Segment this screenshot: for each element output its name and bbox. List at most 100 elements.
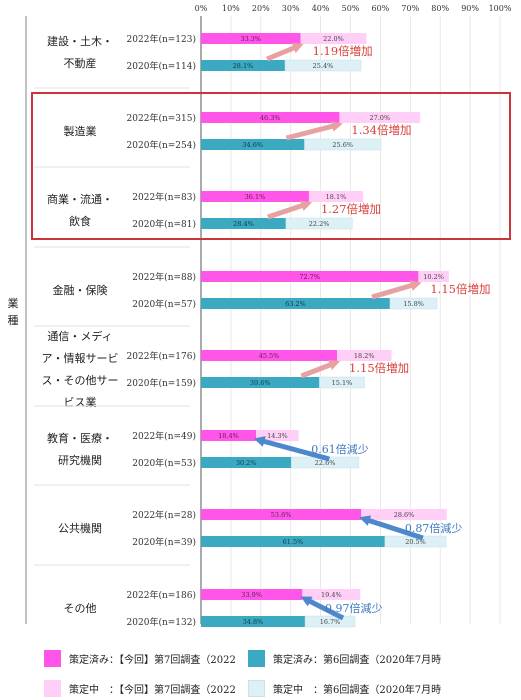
legend-label-done-2022: 策定済み：【今回】第7回調査（2022	[69, 655, 236, 666]
bar-plan-value: 28.6%	[394, 511, 415, 519]
industry-name: ア・情報サービ	[42, 352, 119, 365]
bar-plan-value: 22.6%	[315, 459, 336, 467]
legend-item-plan-2020: 策定中 ：第6回調査（2020年7月時	[248, 680, 441, 697]
bar-plan	[339, 112, 421, 123]
bar-done-value: 33.9%	[241, 591, 262, 599]
row-label: 2020年(n=159)	[127, 377, 196, 389]
bar-done	[201, 350, 338, 361]
bar-done-value: 45.5%	[259, 352, 280, 360]
change-annotation: 0.87倍減少	[405, 521, 463, 535]
industry-name: 製造業	[64, 124, 97, 138]
change-annotation: 0.97倍減少	[325, 601, 383, 615]
bar-done-value: 33.3%	[240, 35, 261, 43]
change-annotation: 1.15倍増加	[430, 282, 490, 296]
bar-done-value: 34.8%	[243, 618, 264, 626]
y-axis-title: 種	[8, 313, 19, 327]
bar-done-value: 36.1%	[245, 193, 266, 201]
bar-plan-value: 15.8%	[403, 300, 424, 308]
x-tick-label: 10%	[222, 4, 240, 13]
industry-name: 飲食	[69, 214, 91, 228]
bar-done	[201, 139, 305, 150]
industry-name: 通信・メディ	[47, 329, 112, 343]
legend-item-done-2022: 策定済み：【今回】第7回調査（2022	[44, 650, 236, 667]
bar-done	[201, 377, 320, 388]
change-arrow-up	[266, 43, 304, 62]
row-label: 2020年(n=81)	[132, 218, 196, 230]
change-arrow-down	[253, 436, 330, 462]
x-tick-label: 50%	[342, 4, 360, 13]
bar-plan-value: 18.2%	[354, 352, 375, 360]
industry-name: 商業・流通・	[47, 192, 113, 206]
legend-swatch-plan-2022	[44, 680, 61, 697]
row-label: 2022年(n=176)	[127, 350, 196, 362]
bar-done-value: 30.2%	[236, 459, 257, 467]
change-arrow-up	[300, 359, 341, 379]
bar-plan	[284, 59, 362, 72]
bar-done-value: 61.5%	[283, 538, 304, 546]
bar-plan	[302, 589, 361, 600]
x-tick-label: 20%	[252, 4, 270, 13]
row-label: 2022年(n=186)	[127, 589, 196, 601]
row-label: 2020年(n=39)	[132, 536, 196, 548]
bar-done-value: 46.3%	[260, 114, 281, 122]
bar-done-value: 72.7%	[299, 273, 320, 281]
row-label: 2022年(n=123)	[127, 33, 196, 45]
industry-name: 不動産	[64, 56, 97, 70]
legend-item-done-2020: 策定済み：第6回調査（2020年7月時	[248, 650, 441, 667]
change-arrow-up	[285, 121, 343, 141]
bar-done	[201, 112, 340, 123]
row-label: 2022年(n=49)	[132, 430, 196, 442]
stacked-bar-chart: 0% 10% 20% 30% 40% 50% 60% 70% 80% 90% 100% 業種 建設・土木…	[8, 4, 512, 628]
bar-done	[201, 536, 385, 547]
bar-plan-value: 22.0%	[323, 35, 344, 43]
bar-done	[201, 589, 303, 600]
x-tick-label: 80%	[431, 4, 449, 13]
row-label: 2022年(n=28)	[132, 509, 196, 521]
bar-plan	[308, 191, 364, 202]
bar-done	[201, 430, 257, 441]
x-tick-label: 30%	[282, 4, 300, 13]
bar-done	[201, 33, 301, 44]
bar-plan	[304, 138, 382, 151]
row-label: 2020年(n=57)	[132, 298, 196, 310]
change-annotation: 1.27倍増加	[321, 202, 381, 216]
bar-done	[201, 218, 286, 229]
bar-done-value: 18.4%	[218, 432, 239, 440]
row-label: 2020年(n=132)	[127, 616, 196, 628]
bar-done	[201, 298, 390, 309]
bar-plan-value: 19.4%	[321, 591, 342, 599]
bar-done-value: 28.4%	[233, 220, 254, 228]
row-label: 2022年(n=83)	[132, 191, 196, 203]
bar-done	[201, 509, 362, 520]
bar-done-value: 63.2%	[285, 300, 306, 308]
bar-plan	[304, 615, 356, 628]
bar-done	[201, 457, 292, 468]
bar-plan-value: 25.6%	[332, 141, 353, 149]
industry-name: 教育・医療・	[47, 431, 113, 445]
industry-name: 研究機関	[58, 453, 102, 467]
change-arrow-up	[267, 200, 313, 220]
industry-name: その他	[64, 602, 97, 615]
bar-done	[201, 616, 306, 627]
industry-name: ス・その他サー	[42, 374, 119, 387]
legend-label-plan-2022: 策定中 ：【今回】第7回調査（2022	[69, 685, 236, 696]
change-arrow-down	[359, 515, 424, 541]
bar-plan	[361, 509, 447, 520]
legend-label-plan-2020: 策定中 ：第6回調査（2020年7月時	[273, 685, 442, 696]
industry-name: 公共機関	[58, 521, 102, 535]
bar-done-value: 34.6%	[242, 141, 263, 149]
bar-plan-value: 14.3%	[267, 432, 288, 440]
change-arrow-down	[300, 596, 345, 621]
legend-label-done-2020: 策定済み：第6回調査（2020年7月時	[273, 655, 442, 666]
row-label: 2020年(n=254)	[127, 139, 196, 151]
bar-done-value: 53.6%	[271, 511, 292, 519]
bar-plan	[337, 350, 392, 361]
x-tick-label: 60%	[372, 4, 390, 13]
bar-done	[201, 191, 309, 202]
bar-plan	[389, 297, 438, 310]
x-tick-label: 100%	[489, 4, 512, 13]
bar-plan	[319, 376, 365, 389]
change-annotation: 1.19倍増加	[313, 44, 373, 58]
bar-plan-value: 20.5%	[405, 538, 426, 546]
bar-done-value: 39.6%	[250, 379, 271, 387]
